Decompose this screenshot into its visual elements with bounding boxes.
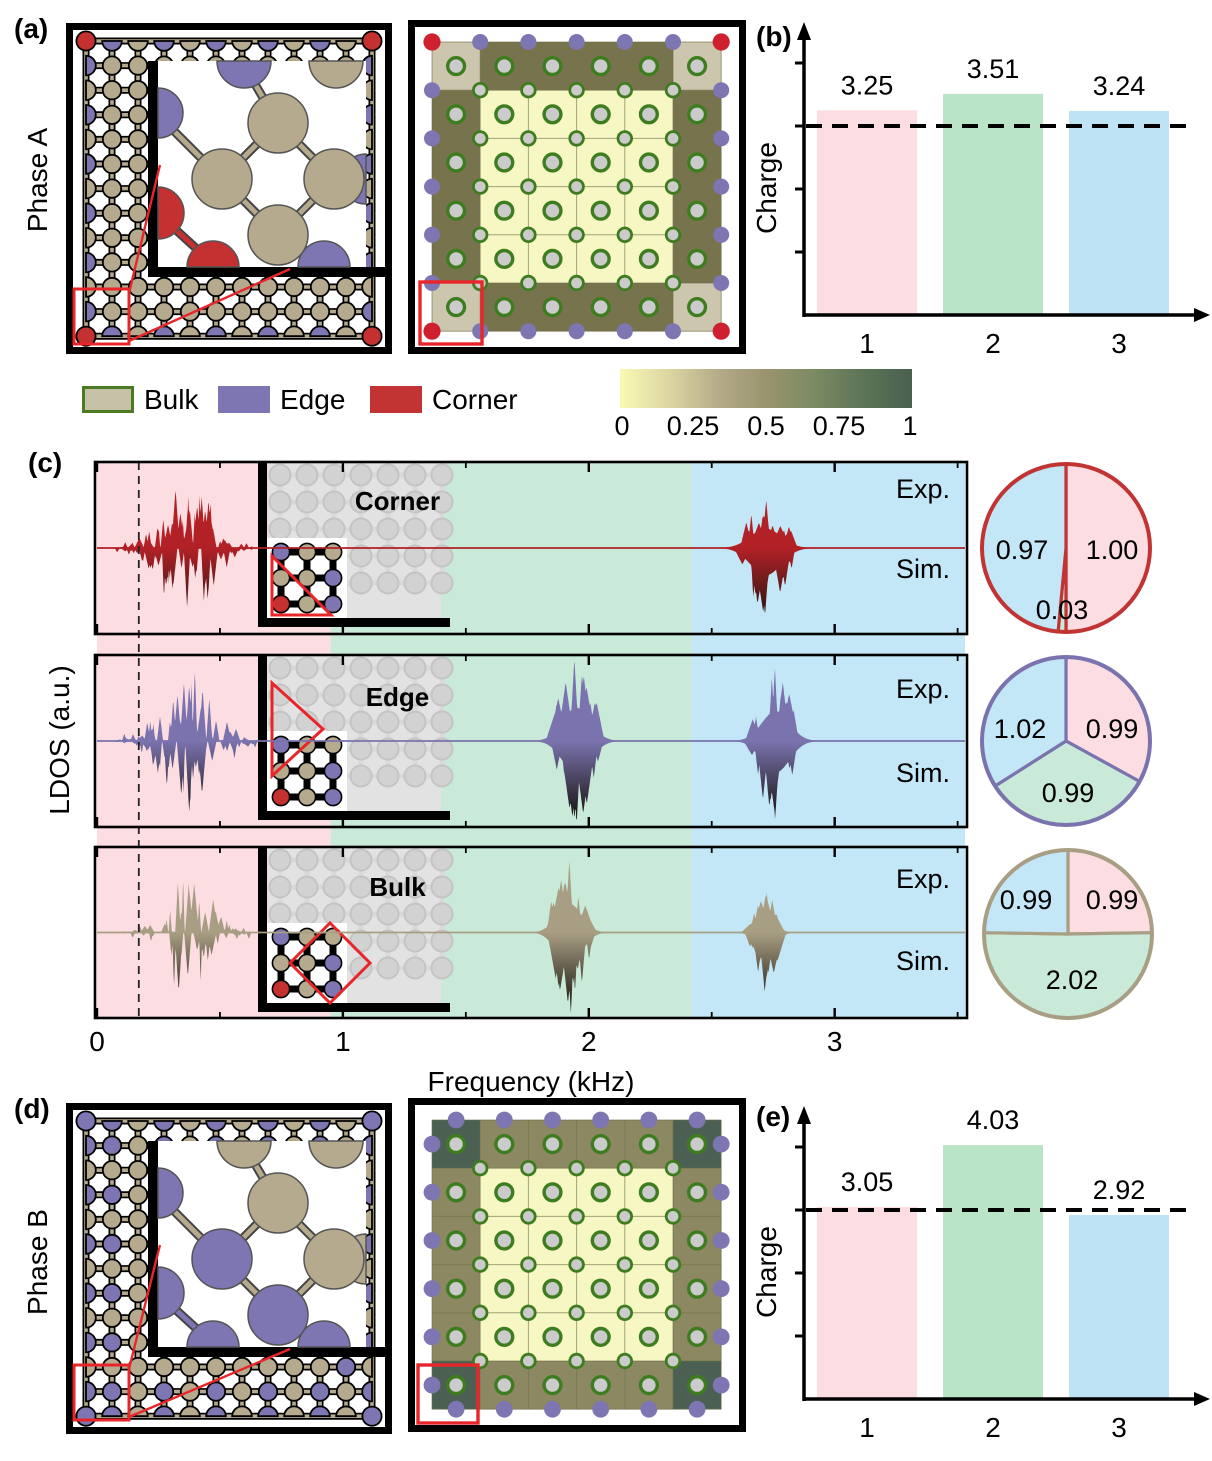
svg-text:3.25: 3.25 <box>841 70 894 100</box>
svg-text:1: 1 <box>859 1412 875 1443</box>
svg-text:0.99: 0.99 <box>1000 885 1053 915</box>
svg-text:Frequency (kHz): Frequency (kHz) <box>428 1066 635 1097</box>
phase-b-label: Phase B <box>22 1209 53 1315</box>
colorbar <box>620 369 912 408</box>
edge-charge-pie: 0.99 0.99 1.02 <box>980 655 1152 827</box>
phase-b-lattice-photo <box>66 1103 392 1434</box>
legend-swatch-bulk <box>82 386 134 413</box>
svg-text:1.02: 1.02 <box>994 714 1047 744</box>
sim-label-corner: Sim. <box>896 554 950 584</box>
panel-d-label: (d) <box>14 1093 50 1124</box>
charge-bar-chart-b: 3.25 1 3.51 2 3.24 3 Charge <box>752 22 1210 359</box>
charge-bar-chart-e: 3.05 1 4.03 2 2.92 3 Charge <box>752 1105 1210 1443</box>
legend-swatch-corner <box>370 386 422 413</box>
colorbar-tick-025: 0.25 <box>666 411 720 441</box>
legend-swatch-edge <box>218 386 270 413</box>
legend-label-corner: Corner <box>432 384 518 415</box>
svg-text:0.99: 0.99 <box>1042 778 1095 808</box>
svg-text:0.99: 0.99 <box>1086 885 1139 915</box>
ldos-spectra-plot: 0 1 2 3 Frequency (kHz) <box>89 460 969 1097</box>
svg-text:0.03: 0.03 <box>1036 595 1089 625</box>
svg-text:Charge: Charge <box>752 1226 782 1318</box>
legend-label-bulk: Bulk <box>144 384 199 415</box>
svg-text:3: 3 <box>1111 328 1127 359</box>
bulk-charge-pie: 0.99 2.02 0.99 <box>982 848 1154 1020</box>
exp-label-corner: Exp. <box>895 474 950 504</box>
svg-text:0.99: 0.99 <box>1086 714 1139 744</box>
svg-text:3.24: 3.24 <box>1093 71 1146 101</box>
phase-b-charge-map <box>408 1098 746 1432</box>
colorbar-tick-075: 0.75 <box>812 411 866 441</box>
corner-charge-pie: 1.00 0.03 0.97 <box>980 462 1152 634</box>
panel-b-label: (b) <box>756 21 792 52</box>
exp-label-edge: Exp. <box>895 674 950 704</box>
svg-text:0: 0 <box>89 1026 105 1057</box>
sim-label-bulk: Sim. <box>896 946 950 976</box>
svg-text:2.92: 2.92 <box>1093 1175 1146 1205</box>
colorbar-tick-1: 1 <box>902 411 918 441</box>
exp-label-bulk: Exp. <box>895 864 950 894</box>
sim-label-edge: Sim. <box>896 758 950 788</box>
svg-text:2: 2 <box>985 1412 1001 1443</box>
inset-label-corner: Corner <box>354 486 441 516</box>
panel-a-label: (a) <box>14 13 49 44</box>
phase-a-label: Phase A <box>22 127 53 233</box>
colorbar-tick-05: 0.5 <box>747 411 785 441</box>
svg-text:2: 2 <box>985 328 1001 359</box>
svg-text:2.02: 2.02 <box>1046 965 1099 995</box>
svg-text:2: 2 <box>581 1026 597 1057</box>
phase-a-charge-map <box>408 20 746 354</box>
svg-text:0.97: 0.97 <box>996 535 1049 565</box>
svg-text:4.03: 4.03 <box>967 1105 1020 1135</box>
panel-c-label: (c) <box>28 447 63 478</box>
inset-label-bulk: Bulk <box>369 872 426 902</box>
phase-a-lattice-photo <box>66 23 392 354</box>
svg-text:1.00: 1.00 <box>1086 535 1139 565</box>
legend-label-edge: Edge <box>280 384 346 415</box>
colorbar-tick-0: 0 <box>614 411 630 441</box>
svg-text:Charge: Charge <box>752 142 782 234</box>
svg-text:3.05: 3.05 <box>841 1167 894 1197</box>
inset-label-edge: Edge <box>365 682 430 712</box>
svg-text:1: 1 <box>859 328 875 359</box>
svg-text:3.51: 3.51 <box>967 54 1020 84</box>
svg-text:3: 3 <box>827 1026 843 1057</box>
panel-e-label: (e) <box>756 1101 791 1132</box>
svg-text:1: 1 <box>335 1026 351 1057</box>
svg-text:3: 3 <box>1111 1412 1127 1443</box>
